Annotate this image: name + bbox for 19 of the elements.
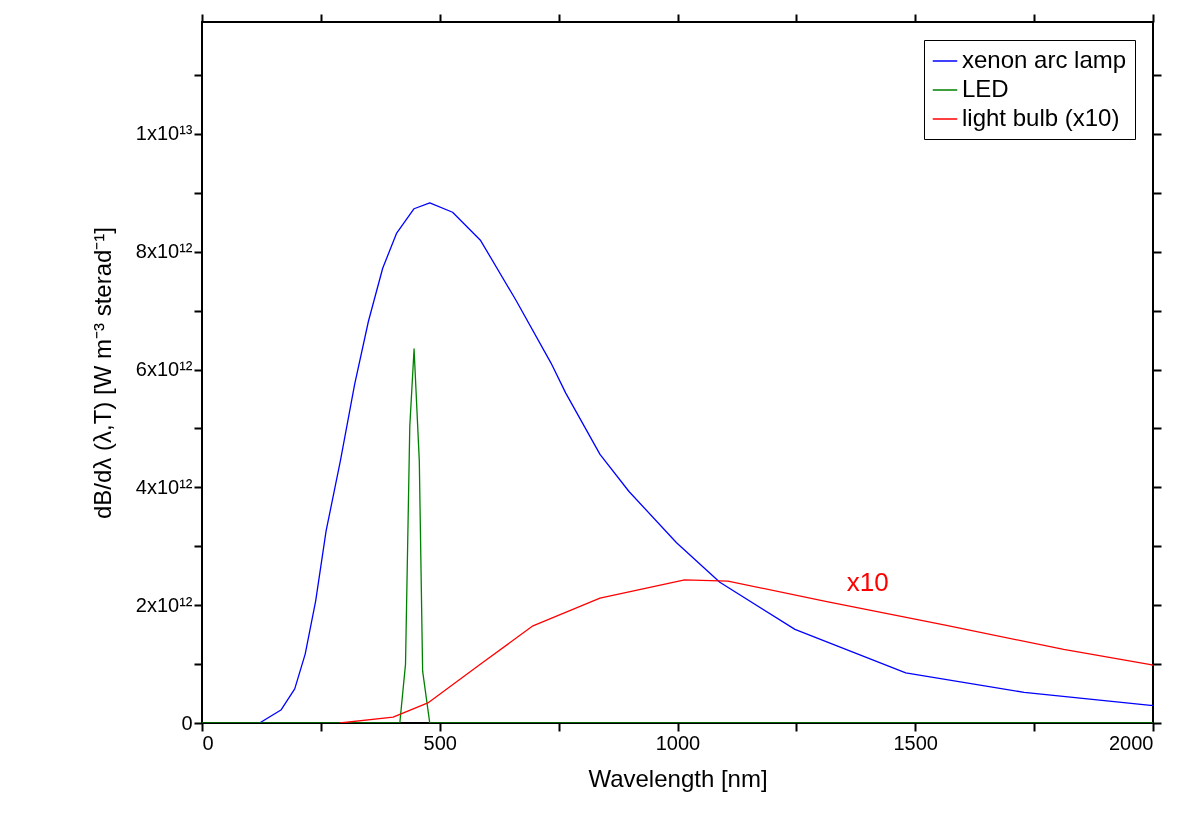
y-tick-label: 6x10¹² — [135, 358, 193, 381]
x-tick-label: 1500 — [893, 731, 938, 754]
x-tick-label: 500 — [423, 731, 457, 754]
y-tick-label: 2x10¹² — [135, 593, 193, 616]
legend-label: light bulb (x10) — [962, 104, 1120, 131]
y-tick-label: 8x10¹² — [135, 240, 193, 263]
legend-label: LED — [962, 75, 1009, 102]
y-tick-label: 1x10¹³ — [135, 122, 193, 145]
y-tick-label: 0 — [181, 711, 193, 734]
line-series — [202, 348, 1153, 723]
legend-label: xenon arc lamp — [962, 46, 1127, 73]
x-axis-title: Wavelength [nm] — [588, 764, 768, 792]
x-tick-label: 1000 — [655, 731, 701, 754]
annotation: x10 — [846, 566, 889, 597]
line-series — [258, 202, 1153, 723]
x-tick-label: 0 — [202, 731, 214, 754]
y-axis-title: dB/dλ (λ,T) [W m⁻³ sterad⁻¹] — [88, 226, 116, 520]
x-tick-label: 2000 — [1109, 731, 1154, 754]
y-tick-label: 4x10¹² — [135, 475, 193, 498]
